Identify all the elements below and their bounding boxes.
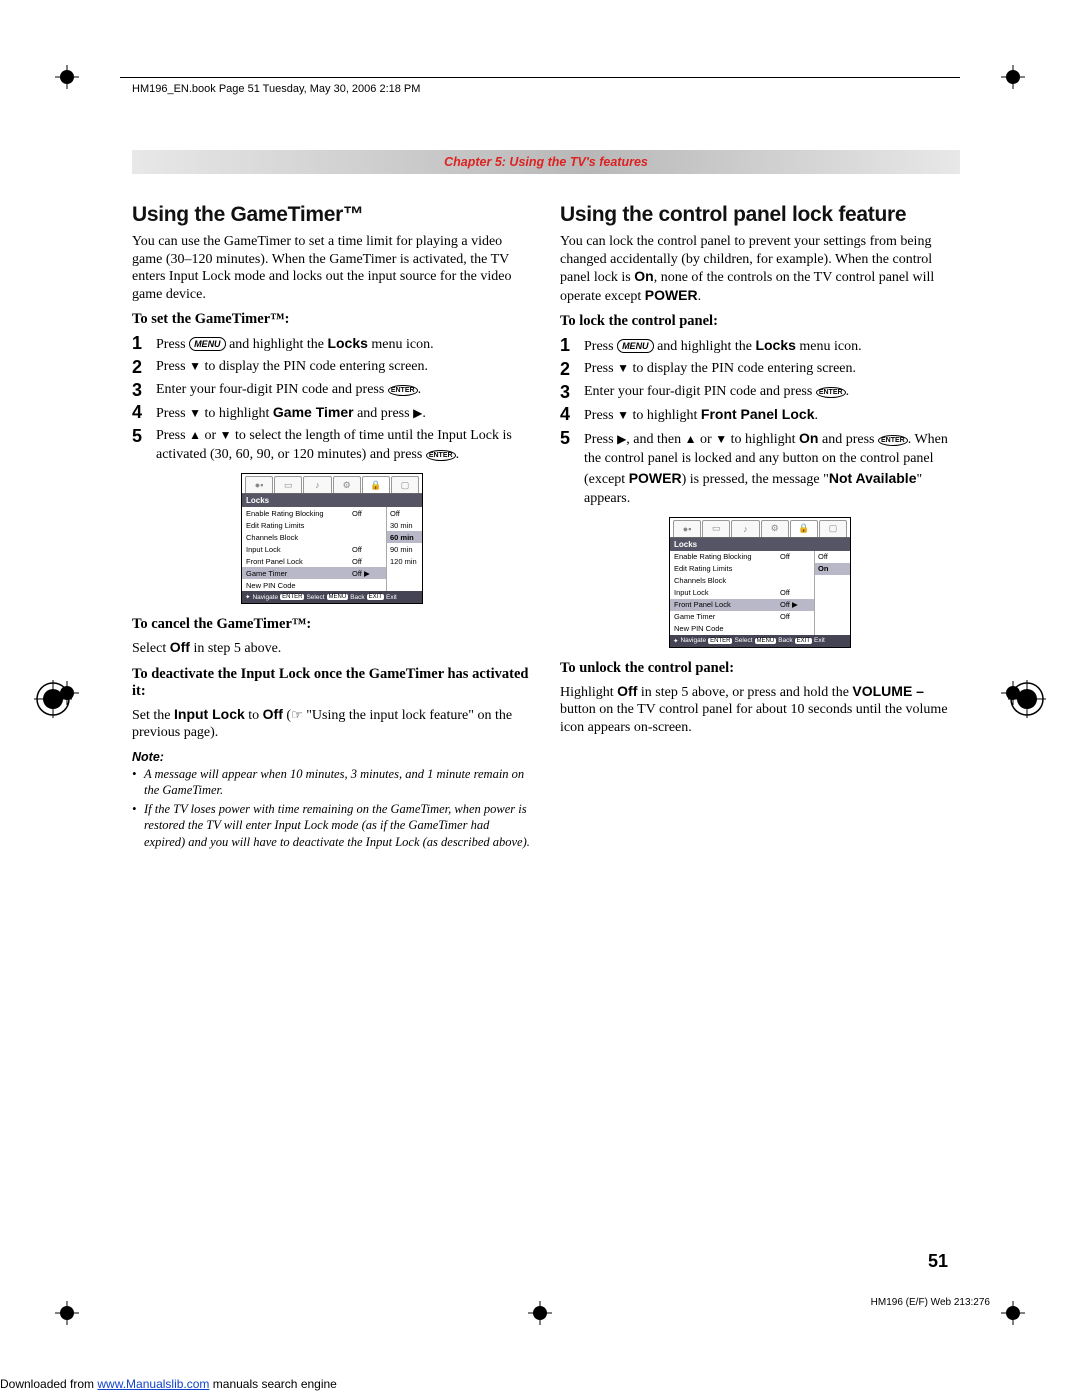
note-item: If the TV loses power with time remainin… xyxy=(132,801,532,850)
chapter-bar: Chapter 5: Using the TV's features xyxy=(132,150,960,174)
step-number: 1 xyxy=(132,334,156,354)
gametimer-intro: You can use the GameTimer to set a time … xyxy=(132,233,532,303)
step-number: 2 xyxy=(560,360,584,380)
step-number: 2 xyxy=(132,358,156,378)
to-cancel-body: Select Off in step 5 above. xyxy=(132,639,532,658)
menu-tab-icon: ♪ xyxy=(731,520,759,537)
step-5: 5Press ▲ or ▼ to select the length of ti… xyxy=(132,427,532,465)
step-text: Press ▼ to highlight Front Panel Lock. xyxy=(584,405,960,426)
to-unlock-heading: To unlock the control panel: xyxy=(560,660,960,677)
crosshair-icon xyxy=(55,1301,79,1325)
gametimer-steps: 1Press MENU and highlight the Locks menu… xyxy=(132,334,532,465)
download-suffix: manuals search engine xyxy=(209,1377,336,1391)
menu-tabs: ●▪ ▭ ♪ ⚙ 🔒 ▢ xyxy=(670,518,850,538)
menu-rows: Enable Rating BlockingOffEdit Rating Lim… xyxy=(242,507,386,591)
right-column: Using the control panel lock feature You… xyxy=(560,203,960,744)
step-number: 1 xyxy=(560,336,584,356)
step-number: 5 xyxy=(132,427,156,447)
step-2: 2Press ▼ to display the PIN code enterin… xyxy=(560,360,960,380)
to-deactivate-body: Set the Input Lock to Off (☞ "Using the … xyxy=(132,706,532,742)
step-3: 3Enter your four-digit PIN code and pres… xyxy=(560,383,960,403)
enter-button-icon: ENTER xyxy=(878,435,908,446)
step-text: Press ▼ to display the PIN code entering… xyxy=(156,358,532,377)
step-text: Press ▼ to display the PIN code entering… xyxy=(584,360,960,379)
menu-tabs: ●▪ ▭ ♪ ⚙ 🔒 ▢ xyxy=(242,474,422,494)
step-number: 5 xyxy=(560,429,584,449)
crosshair-icon xyxy=(1001,1301,1025,1325)
step-4: 4Press ▼ to highlight Front Panel Lock. xyxy=(560,405,960,426)
crosshair-icon xyxy=(1001,681,1025,705)
header-rule xyxy=(120,77,960,78)
menu-tab-icon: ●▪ xyxy=(245,476,273,493)
download-prefix: Downloaded from xyxy=(0,1377,97,1391)
manualslib-link[interactable]: www.Manualslib.com xyxy=(97,1377,209,1391)
menu-body: Enable Rating BlockingOffEdit Rating Lim… xyxy=(242,507,422,591)
crosshair-icon xyxy=(528,1301,552,1325)
step-text: Press ▼ to highlight Game Timer and pres… xyxy=(156,403,532,424)
menu-tab-icon: ▭ xyxy=(274,476,302,493)
menu-button-icon: MENU xyxy=(617,339,654,353)
menu-nav-bar: ✦Navigate ENTERSelect MENUBack EXITExit xyxy=(242,591,422,603)
controlpanel-steps: 1Press MENU and highlight the Locks menu… xyxy=(560,336,960,509)
step-1: 1Press MENU and highlight the Locks menu… xyxy=(132,334,532,355)
step-4: 4Press ▼ to highlight Game Timer and pre… xyxy=(132,403,532,424)
left-column: Using the GameTimer™ You can use the Gam… xyxy=(132,203,532,853)
step-5: 5Press ▶, and then ▲ or ▼ to highlight O… xyxy=(560,429,960,509)
menu-rows: Enable Rating BlockingOffEdit Rating Lim… xyxy=(670,551,814,635)
section-title-gametimer: Using the GameTimer™ xyxy=(132,203,532,227)
to-lock-heading: To lock the control panel: xyxy=(560,313,960,330)
crosshair-icon xyxy=(1001,65,1025,89)
step-1: 1Press MENU and highlight the Locks menu… xyxy=(560,336,960,357)
menu-button-icon: MENU xyxy=(189,337,226,351)
menu-body: Enable Rating BlockingOffEdit Rating Lim… xyxy=(670,551,850,635)
menu-title: Locks xyxy=(242,494,422,507)
menu-tab-icon: ⚙ xyxy=(761,520,789,537)
step-2: 2Press ▼ to display the PIN code enterin… xyxy=(132,358,532,378)
menu-nav-bar: ✦Navigate ENTERSelect MENUBack EXITExit xyxy=(670,635,850,647)
controlpanel-intro: You can lock the control panel to preven… xyxy=(560,233,960,305)
menu-tab-icon: ●▪ xyxy=(673,520,701,537)
step-number: 4 xyxy=(560,405,584,425)
notes-list: A message will appear when 10 minutes, 3… xyxy=(132,766,532,850)
crosshair-icon xyxy=(55,65,79,89)
step-text: Enter your four-digit PIN code and press… xyxy=(156,381,532,400)
menu-tab-icon: ⚙ xyxy=(333,476,361,493)
enter-button-icon: ENTER xyxy=(388,385,418,396)
step-text: Press MENU and highlight the Locks menu … xyxy=(584,336,960,357)
crosshair-icon xyxy=(55,681,79,705)
to-unlock-body: Highlight Off in step 5 above, or press … xyxy=(560,683,960,737)
footer-code: HM196 (E/F) Web 213:276 xyxy=(871,1297,990,1308)
step-text: Press ▲ or ▼ to select the length of tim… xyxy=(156,427,532,465)
to-set-gametimer-heading: To set the GameTimer™: xyxy=(132,311,532,328)
enter-button-icon: ENTER xyxy=(816,387,846,398)
menu-tab-icon: ♪ xyxy=(303,476,331,493)
locks-menu-screenshot-left: ●▪ ▭ ♪ ⚙ 🔒 ▢ Locks Enable Rating Blockin… xyxy=(241,473,423,604)
step-number: 3 xyxy=(560,383,584,403)
step-3: 3Enter your four-digit PIN code and pres… xyxy=(132,381,532,401)
menu-tab-icon: ▭ xyxy=(702,520,730,537)
menu-tab-icon: ▢ xyxy=(391,476,419,493)
menu-side-options: Off30 min60 min90 min120 min xyxy=(386,507,422,591)
step-number: 3 xyxy=(132,381,156,401)
page-number: 51 xyxy=(928,1251,948,1272)
menu-tab-icon: ▢ xyxy=(819,520,847,537)
menu-tab-locks-icon: 🔒 xyxy=(362,476,390,493)
section-title-controlpanel: Using the control panel lock feature xyxy=(560,203,960,227)
header-book-line: HM196_EN.book Page 51 Tuesday, May 30, 2… xyxy=(132,83,420,95)
menu-tab-locks-icon: 🔒 xyxy=(790,520,818,537)
step-text: Press ▶, and then ▲ or ▼ to highlight On… xyxy=(584,429,960,509)
to-deactivate-heading: To deactivate the Input Lock once the Ga… xyxy=(132,666,532,700)
note-item: A message will appear when 10 minutes, 3… xyxy=(132,766,532,799)
locks-menu-screenshot-right: ●▪ ▭ ♪ ⚙ 🔒 ▢ Locks Enable Rating Blockin… xyxy=(669,517,851,648)
step-number: 4 xyxy=(132,403,156,423)
step-text: Enter your four-digit PIN code and press… xyxy=(584,383,960,402)
page: HM196_EN.book Page 51 Tuesday, May 30, 2… xyxy=(85,55,995,1330)
note-label: Note: xyxy=(132,750,532,764)
download-footer: Downloaded from www.Manualslib.com manua… xyxy=(0,1377,337,1391)
step-text: Press MENU and highlight the Locks menu … xyxy=(156,334,532,355)
menu-title: Locks xyxy=(670,538,850,551)
menu-side-options: OffOn xyxy=(814,551,850,635)
enter-button-icon: ENTER xyxy=(426,450,456,461)
to-cancel-heading: To cancel the GameTimer™: xyxy=(132,616,532,633)
